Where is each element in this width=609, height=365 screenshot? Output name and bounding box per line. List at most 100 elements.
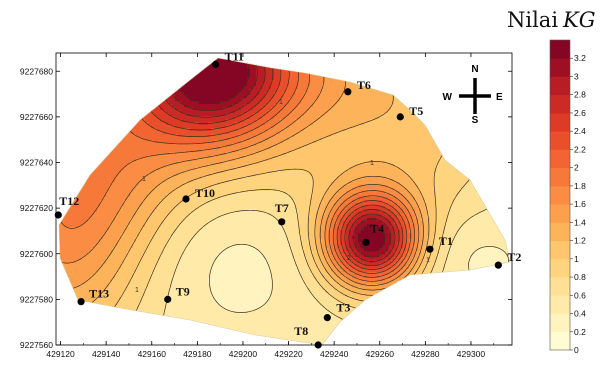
contour-cell: [265, 86, 269, 90]
contour-cell: [388, 95, 392, 99]
contour-cell: [277, 89, 281, 93]
contour-cell: [271, 80, 275, 84]
contour-cell: [178, 92, 182, 96]
contour-cell: [322, 92, 326, 96]
contour-cell: [184, 98, 188, 102]
contour-cell: [328, 86, 332, 90]
contour-cell: [217, 80, 221, 84]
contour-cell: [268, 80, 272, 84]
contour-cell: [283, 71, 287, 75]
contour-cell: [376, 89, 380, 93]
contour-cell: [298, 89, 302, 93]
contour-cell: [244, 89, 248, 93]
contour-cell: [235, 83, 239, 87]
contour-cell: [298, 86, 302, 90]
contour-cell: [223, 77, 227, 81]
contour-cell: [241, 68, 245, 72]
contour-cell: [334, 101, 338, 105]
contour-cell: [229, 86, 233, 90]
contour-cell: [187, 80, 191, 84]
contour-cell: [385, 98, 389, 102]
contour-cell: [307, 92, 311, 96]
contour-cell: [325, 92, 329, 96]
contour-cell: [208, 89, 212, 93]
contour-cell: [277, 95, 281, 99]
contour-cell: [283, 80, 287, 84]
contour-cell: [388, 101, 392, 105]
contour-cell: [199, 95, 203, 99]
contour-cell: [172, 98, 176, 102]
contour-cell: [322, 86, 326, 90]
contour-cell: [277, 98, 281, 102]
contour-cell: [250, 71, 254, 75]
contour-cell: [316, 77, 320, 81]
contour-cell: [304, 104, 308, 108]
contour-cell: [289, 77, 293, 81]
contour-cell: [211, 80, 215, 84]
contour-cell: [241, 65, 245, 69]
contour-cell: [205, 95, 209, 99]
contour-cell: [205, 68, 209, 72]
contour-cell: [310, 92, 314, 96]
contour-cell: [352, 92, 356, 96]
contour-cell: [304, 92, 308, 96]
contour-cell: [325, 101, 329, 105]
contour-cell: [220, 62, 224, 66]
contour-cell: [175, 104, 179, 108]
contour-cell: [208, 68, 212, 72]
contour-cell: [202, 83, 206, 87]
contour-cell: [235, 104, 239, 108]
contour-cell: [265, 89, 269, 93]
contour-cell: [364, 89, 368, 93]
contour-cell: [358, 92, 362, 96]
contour-cell: [355, 83, 359, 87]
contour-cell: [208, 80, 212, 84]
contour-cell: [262, 92, 266, 96]
contour-cell: [259, 92, 263, 96]
contour-cell: [352, 83, 356, 87]
contour-cell: [316, 89, 320, 93]
contour-cell: [223, 65, 227, 69]
contour-cell: [346, 86, 350, 90]
contour-cell: [250, 92, 254, 96]
contour-cell: [289, 74, 293, 78]
contour-cell: [373, 92, 377, 96]
contour-cell: [196, 101, 200, 105]
contour-cell: [211, 86, 215, 90]
contour-cell: [265, 74, 269, 78]
contour-cell: [280, 83, 284, 87]
contour-cell: [292, 104, 296, 108]
contour-cell: [301, 98, 305, 102]
contour-cell: [244, 86, 248, 90]
contour-cell: [304, 98, 308, 102]
contour-cell: [241, 92, 245, 96]
contour-cell: [232, 74, 236, 78]
contour-cell: [331, 80, 335, 84]
contour-cell: [223, 95, 227, 99]
contour-cell: [178, 104, 182, 108]
contour-cell: [283, 92, 287, 96]
contour-cell: [361, 101, 365, 105]
contour-cell: [367, 92, 371, 96]
contour-cell: [187, 95, 191, 99]
contour-cell: [262, 74, 266, 78]
contour-cell: [193, 86, 197, 90]
contour-cell: [226, 83, 230, 87]
contour-cell: [313, 77, 317, 81]
contour-cell: [244, 101, 248, 105]
contour-cell: [163, 104, 167, 108]
contour-cell: [241, 86, 245, 90]
contour-cell: [397, 101, 401, 105]
contour-cell: [289, 83, 293, 87]
contour-cell: [295, 80, 299, 84]
contour-cell: [334, 98, 338, 102]
contour-cell: [379, 92, 383, 96]
contour-cell: [268, 101, 272, 105]
contour-cell: [187, 104, 191, 108]
contour-cell: [262, 68, 266, 72]
contour-cell: [295, 86, 299, 90]
contour-cell: [313, 95, 317, 99]
contour-cell: [331, 98, 335, 102]
contour-cell: [319, 83, 323, 87]
contour-cell: [277, 101, 281, 105]
